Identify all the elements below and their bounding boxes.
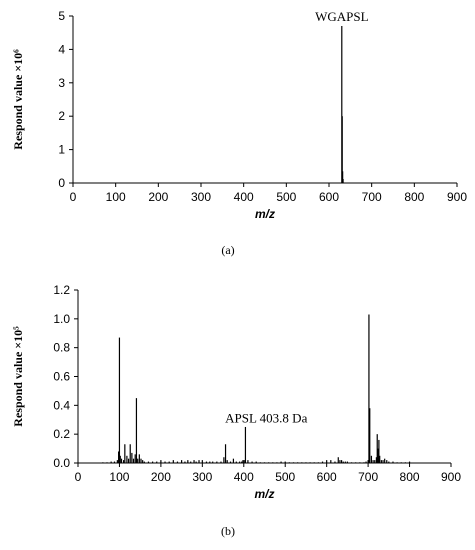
y-tick-label: 4 (58, 42, 65, 56)
peak-annotation: APSL 403.8 Da (225, 411, 307, 426)
x-tick-label: 100 (106, 190, 126, 204)
y-tick-label: 0.2 (53, 427, 70, 441)
panel-a: 0 1 2 3 4 5 0 100 200 300 400 500 600 700 800 900 WGAP… (11, 9, 467, 257)
panel-a-x-ticks: 0 100 200 300 400 500 600 700 800 900 (70, 183, 467, 204)
panel-a-annotations: WGAPSL (315, 9, 369, 24)
x-tick-label: 300 (191, 190, 211, 204)
x-tick-label: 900 (441, 470, 461, 484)
y-tick-label: 2 (58, 109, 65, 123)
panel-a-y-ticks: 0 1 2 3 4 5 (58, 9, 73, 190)
x-tick-label: 500 (275, 470, 295, 484)
y-tick-label: 1 (58, 143, 65, 157)
x-tick-label: 700 (362, 190, 382, 204)
panel-a-caption: (a) (221, 243, 234, 257)
y-tick-label: 0 (58, 176, 65, 190)
x-tick-label: 200 (151, 470, 171, 484)
x-tick-label: 0 (70, 190, 77, 204)
panel-b-peaks (102, 314, 411, 463)
panel-a-x-axis-title: m/z (255, 207, 275, 221)
panel-a-peaks (200, 26, 344, 183)
panel-b-caption: (b) (221, 524, 235, 538)
x-tick-label: 100 (109, 470, 129, 484)
x-tick-label: 0 (75, 470, 82, 484)
x-tick-label: 600 (319, 190, 339, 204)
x-tick-label: 400 (234, 470, 254, 484)
panel-b-annotations: APSL 403.8 Da (225, 411, 307, 426)
panel-b-x-ticks: 0 100 200 300 400 500 600 700 800 900 (75, 463, 461, 484)
panel-b-y-axis-title: Respond value ×10⁵ (11, 326, 25, 427)
y-tick-label: 0.6 (53, 370, 70, 384)
x-tick-label: 800 (404, 190, 424, 204)
x-tick-label: 300 (192, 470, 212, 484)
x-tick-label: 900 (447, 190, 467, 204)
y-tick-label: 0.0 (53, 456, 70, 470)
x-tick-label: 700 (358, 470, 378, 484)
y-tick-label: 1.0 (53, 312, 70, 326)
y-tick-label: 0.8 (53, 341, 70, 355)
y-tick-label: 0.4 (53, 398, 70, 412)
x-tick-label: 200 (148, 190, 168, 204)
x-tick-label: 600 (317, 470, 337, 484)
y-tick-label: 1.2 (53, 283, 70, 297)
x-tick-label: 800 (400, 470, 420, 484)
panel-b-y-ticks: 0.0 0.2 0.4 0.6 0.8 1.0 1.2 (53, 283, 78, 470)
x-tick-label: 500 (276, 190, 296, 204)
y-tick-label: 3 (58, 76, 65, 90)
panel-b: 0.0 0.2 0.4 0.6 0.8 1.0 1.2 0 100 200 300 400 500 60… (11, 283, 461, 538)
panel-a-y-axis-title: Respond value ×10⁶ (11, 49, 25, 150)
y-tick-label: 5 (58, 9, 65, 23)
panel-b-x-axis-title: m/z (254, 487, 274, 501)
peak-annotation: WGAPSL (315, 9, 369, 24)
x-tick-label: 400 (234, 190, 254, 204)
